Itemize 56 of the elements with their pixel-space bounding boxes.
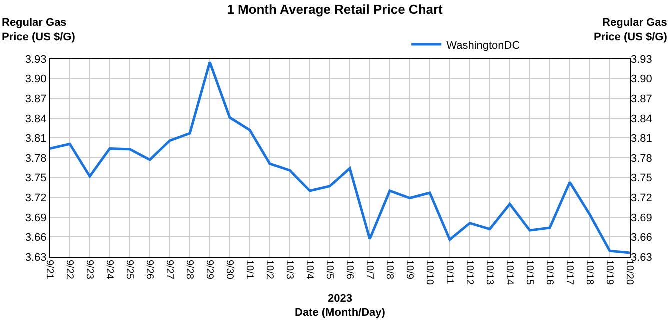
x-tick-label: 10/16 (544, 260, 555, 286)
x-tick-label: 9/25 (124, 260, 135, 280)
y-tick-label: 3.81 (25, 133, 47, 146)
line-series (50, 61, 630, 254)
y2-tick-label: 3.93 (631, 54, 652, 66)
y2-tick-label: 3.75 (631, 172, 652, 185)
x-tick-label: 10/15 (524, 260, 535, 286)
y-tick-label: 3.66 (25, 232, 47, 244)
y2-tick-label: 3.72 (631, 192, 652, 204)
x-tick-label: 9/30 (224, 260, 235, 280)
x-tick-label: 10/18 (584, 260, 595, 286)
x-tick-label: 10/17 (564, 260, 575, 286)
text: 2023 (328, 293, 352, 305)
x-tick-label: 9/26 (144, 260, 155, 280)
x-tick-label: 10/8 (384, 260, 395, 280)
x-tick-label: 10/12 (464, 260, 475, 286)
x-tick-label: 10/10 (424, 260, 435, 286)
y-tick-label: 3.75 (25, 172, 47, 185)
y2-axis-title: Regular Gas Price (US $/G) (594, 17, 668, 44)
x-tick-label: 10/5 (324, 260, 335, 280)
y-tick-label: 3.78 (25, 152, 47, 165)
y-tick-label: 3.93 (25, 54, 47, 66)
y-tick-label: 3.69 (25, 212, 47, 224)
y-tick-label: 3.72 (25, 192, 47, 204)
chart-title: 1 Month Average Retail Price Chart (227, 2, 444, 17)
y-axis-title: Regular Gas Price (US $/G) (2, 17, 76, 44)
y-tick-label: 3.87 (25, 93, 47, 106)
x-tick-label: 9/29 (204, 260, 215, 280)
x-tick-label: 10/7 (364, 260, 375, 280)
x-tick-label: 10/14 (504, 260, 515, 286)
y2-tick-label: 3.69 (631, 212, 652, 224)
x-tick-label: 10/20 (624, 260, 635, 286)
y2-tick-label: 3.78 (631, 152, 652, 165)
y-tick-label: 3.90 (25, 74, 47, 86)
legend-label: WashingtonDC (446, 40, 520, 52)
x-tick-label: 10/4 (304, 260, 315, 280)
x-tick-label: 10/19 (604, 260, 615, 286)
x-tick-label: 10/9 (404, 260, 415, 280)
x-tick-label: 9/27 (164, 260, 175, 280)
y2-tick-label: 3.87 (631, 93, 652, 106)
x-tick-label: 10/2 (264, 260, 275, 280)
y2-tick-label: 3.66 (631, 232, 652, 244)
x-tick-label: 10/13 (484, 260, 495, 286)
y2-tick-label: 3.90 (631, 74, 652, 86)
x-tick-label: 10/1 (244, 260, 255, 280)
x-axis-title: Date (Month/Day) (295, 307, 386, 319)
x-tick-label: 9/22 (64, 260, 75, 280)
y2-tick-label: 3.84 (631, 113, 652, 126)
x-tick-label: 10/11 (444, 260, 455, 285)
x-tick-label: 9/28 (184, 260, 195, 280)
x-tick-label: 10/3 (284, 260, 295, 280)
x-tick-label: 10/6 (344, 260, 355, 280)
x-tick-label: 9/23 (84, 260, 95, 280)
x-tick-label: 9/24 (104, 260, 115, 280)
y-tick-label: 3.84 (25, 113, 47, 126)
y2-tick-label: 3.81 (631, 133, 652, 146)
